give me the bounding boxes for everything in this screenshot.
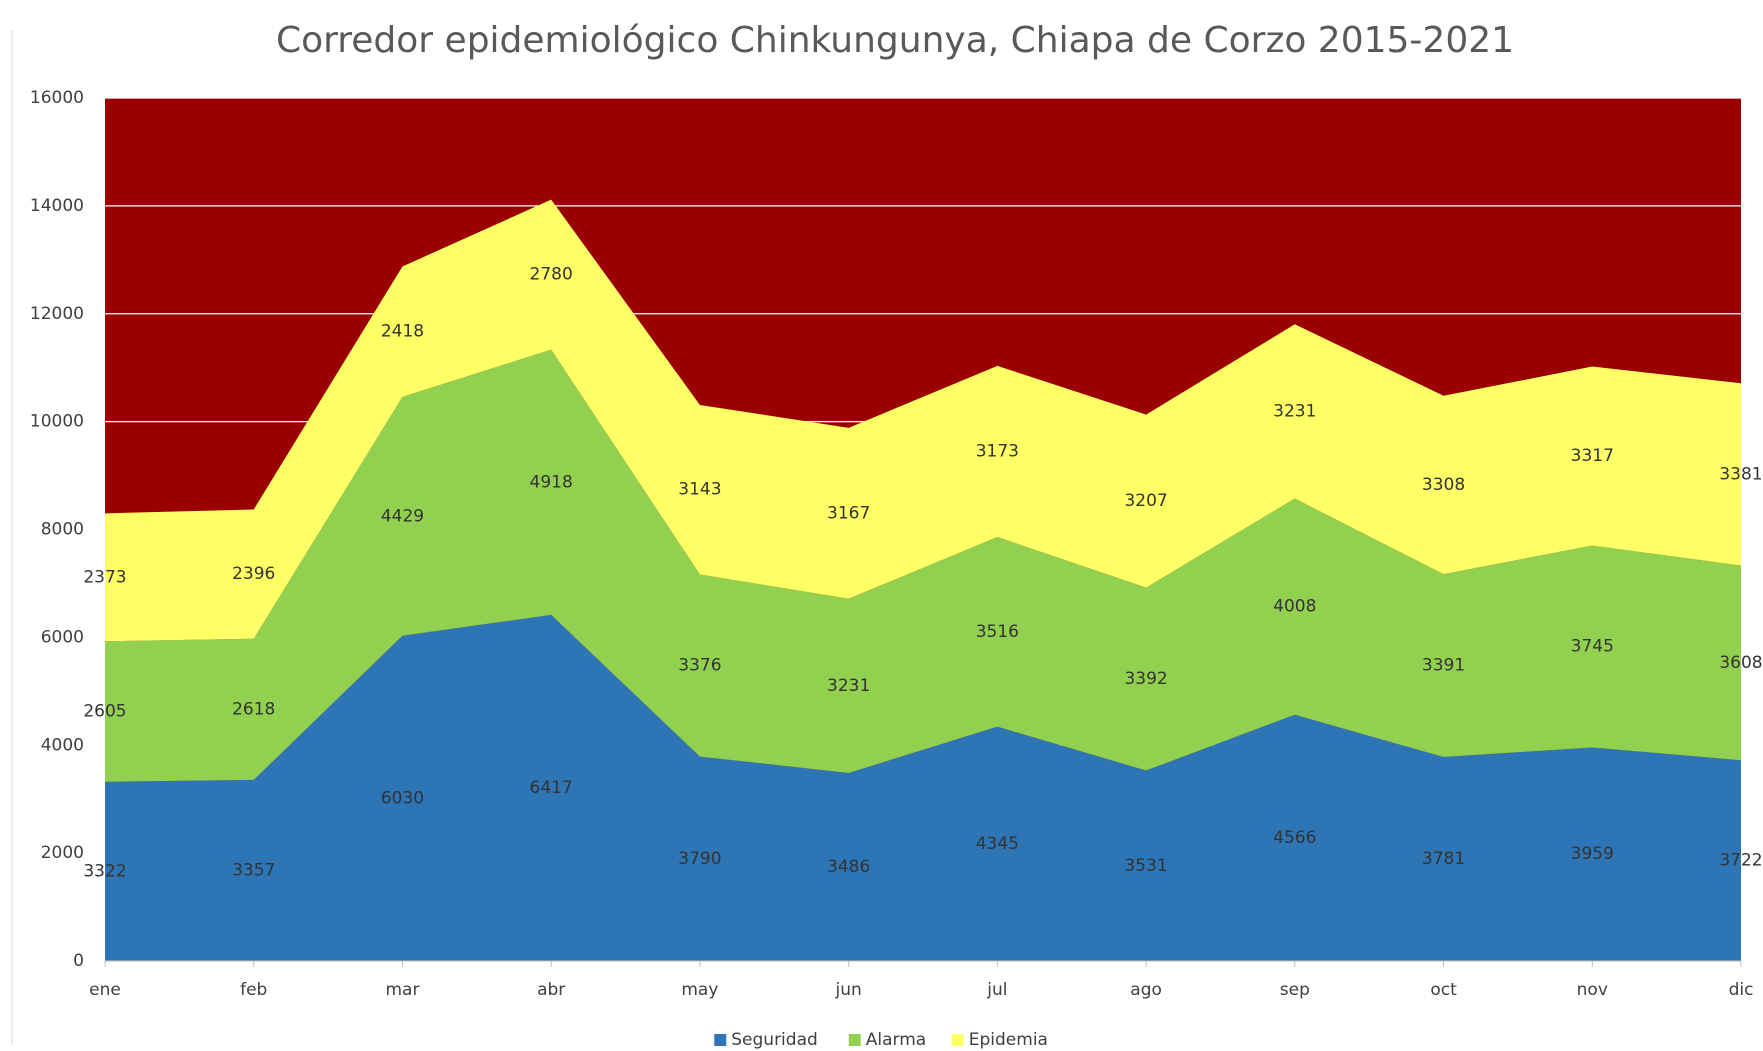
y-tick-label: 14000	[30, 196, 84, 216]
data-label: 3357	[232, 860, 275, 880]
data-label: 3173	[976, 441, 1019, 461]
x-tick-label: dic	[1729, 980, 1754, 1000]
data-label: 3781	[1422, 849, 1465, 869]
data-label: 3231	[827, 676, 870, 696]
data-label: 3608	[1719, 653, 1762, 673]
data-label: 3376	[678, 656, 721, 676]
y-tick-label: 2000	[41, 843, 84, 863]
data-label: 2618	[232, 699, 275, 719]
data-label: 3381	[1719, 464, 1762, 484]
data-label: 4008	[1273, 597, 1316, 617]
data-label: 3391	[1422, 656, 1465, 676]
legend-swatch	[848, 1034, 861, 1046]
data-label: 3722	[1719, 851, 1762, 871]
data-label: 4345	[976, 834, 1019, 854]
y-tick-label: 12000	[30, 304, 84, 324]
data-label: 3167	[827, 503, 870, 523]
data-label: 3322	[83, 861, 126, 881]
x-tick-label: nov	[1577, 980, 1608, 1000]
data-label: 3790	[678, 849, 721, 869]
data-label: 2605	[83, 702, 126, 722]
data-label: 3143	[678, 480, 721, 500]
x-tick-label: may	[681, 980, 718, 1000]
legend-label: Seguridad	[731, 1030, 818, 1050]
data-label: 3516	[976, 622, 1019, 642]
data-label: 3207	[1124, 491, 1167, 511]
data-label: 3231	[1273, 401, 1316, 421]
x-tick-label: abr	[537, 980, 565, 1000]
data-label: 2418	[381, 322, 424, 342]
y-tick-label: 16000	[30, 88, 84, 108]
x-tick-label: ene	[89, 980, 121, 1000]
y-tick-label: 6000	[41, 627, 84, 647]
y-tick-label: 8000	[41, 520, 84, 540]
x-tick-label: ago	[1130, 980, 1162, 1000]
data-label: 2373	[83, 567, 126, 587]
x-tick-label: jul	[986, 980, 1007, 1000]
data-label: 3317	[1571, 446, 1614, 466]
data-label: 2780	[530, 265, 573, 285]
x-tick-label: sep	[1280, 980, 1310, 1000]
data-label: 3531	[1124, 856, 1167, 876]
x-tick-label: jun	[834, 980, 861, 1000]
data-label: 3308	[1422, 475, 1465, 495]
y-tick-label: 10000	[30, 412, 84, 432]
data-label: 4429	[381, 506, 424, 526]
chart-title: Corredor epidemiológico Chinkungunya, Ch…	[276, 20, 1514, 61]
area	[105, 199, 1741, 642]
data-label: 4566	[1273, 828, 1316, 848]
legend-swatch	[951, 1034, 964, 1046]
data-label: 3959	[1571, 844, 1614, 864]
area	[105, 614, 1741, 961]
area	[105, 349, 1741, 782]
y-tick-label: 4000	[41, 735, 84, 755]
data-label: 3486	[827, 857, 870, 877]
data-label: 6030	[381, 788, 424, 808]
data-label: 3392	[1124, 669, 1167, 689]
data-label: 3745	[1571, 636, 1614, 656]
data-label: 2396	[232, 564, 275, 584]
x-tick-label: feb	[240, 980, 267, 1000]
data-label: 4918	[530, 472, 573, 492]
x-tick-label: oct	[1430, 980, 1457, 1000]
legend-swatch	[714, 1034, 727, 1046]
data-label: 6417	[530, 778, 573, 798]
x-tick-label: mar	[385, 980, 419, 1000]
legend-label: Epidemia	[969, 1030, 1048, 1050]
legend-label: Alarma	[866, 1030, 926, 1050]
y-tick-label: 0	[73, 951, 84, 971]
